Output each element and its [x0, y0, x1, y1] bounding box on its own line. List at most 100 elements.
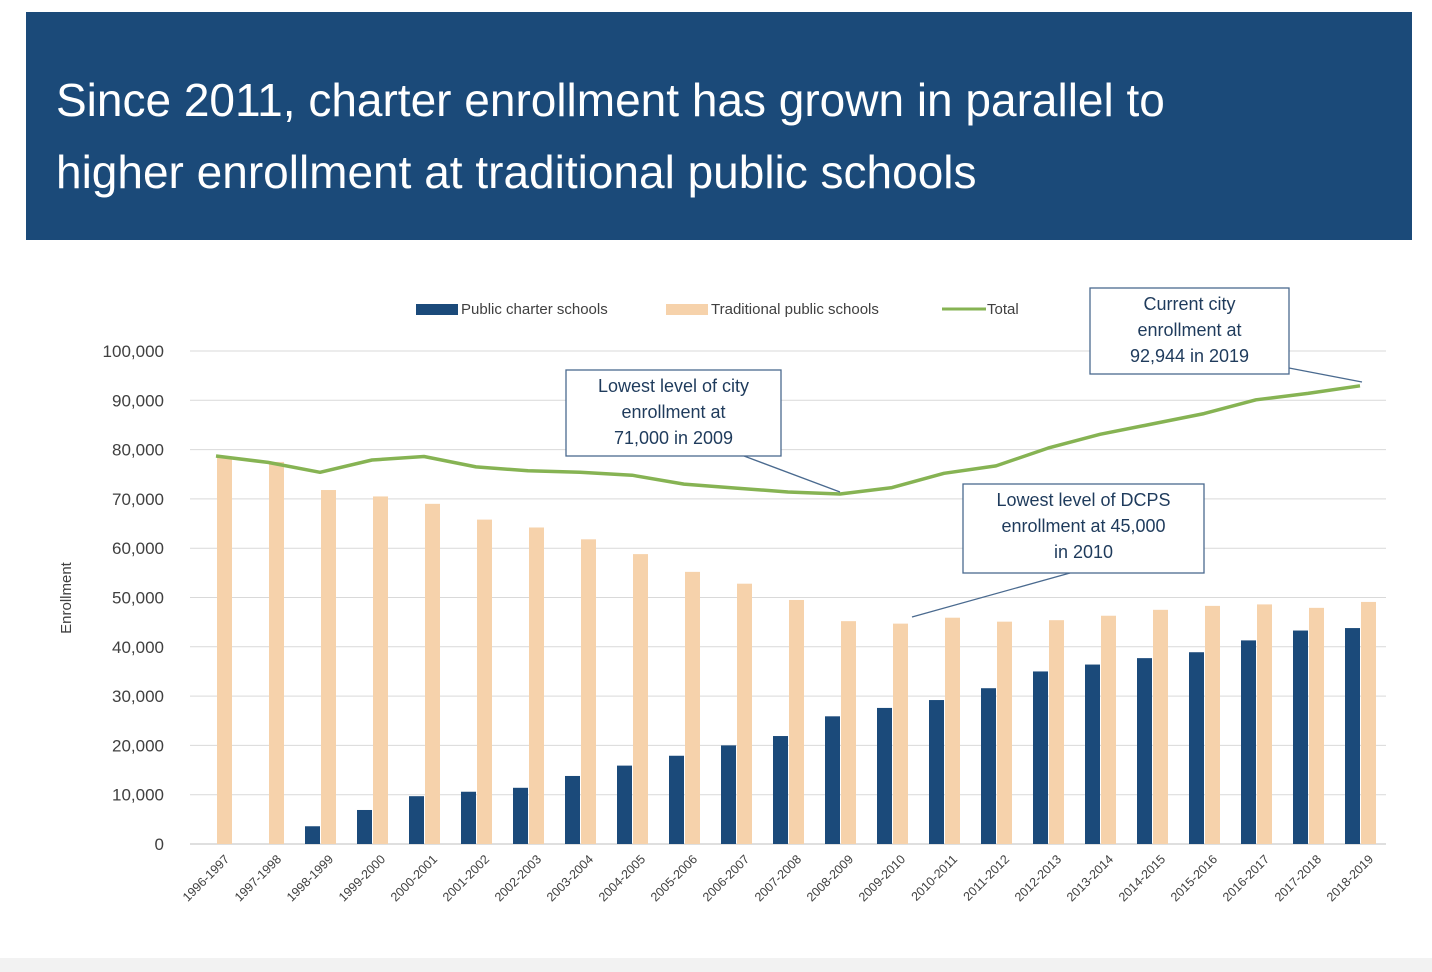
- bar-charter: [1345, 628, 1360, 844]
- x-tick-label: 1999-2000: [336, 852, 388, 904]
- x-tick-label: 2006-2007: [700, 852, 752, 904]
- x-tick-label: 2000-2001: [388, 852, 440, 904]
- bar-traditional: [633, 554, 648, 844]
- callout-text: enrollment at: [621, 402, 725, 422]
- bar-charter: [1085, 664, 1100, 844]
- title-line-2: higher enrollment at traditional public …: [56, 146, 977, 198]
- y-tick-label: 20,000: [112, 736, 164, 755]
- bar-traditional: [1101, 615, 1116, 844]
- x-tick-label: 2015-2016: [1168, 852, 1220, 904]
- page-title: Since 2011, charter enrollment has grown…: [56, 64, 1396, 208]
- y-axis-title: Enrollment: [58, 561, 75, 634]
- x-tick-label: 2016-2017: [1220, 852, 1272, 904]
- y-tick-label: 60,000: [112, 539, 164, 558]
- bar-charter: [565, 775, 580, 844]
- bar-traditional: [321, 490, 336, 844]
- callout-leader-line: [743, 455, 841, 493]
- bar-charter: [1137, 658, 1152, 844]
- x-tick-label: 2011-2012: [961, 852, 1013, 904]
- x-tick-label: 1997-1998: [232, 852, 284, 904]
- bar-charter: [1033, 671, 1048, 844]
- callout-text: 92,944 in 2019: [1130, 346, 1249, 366]
- bottom-strip: [0, 958, 1432, 972]
- bar-traditional: [945, 617, 960, 844]
- bar-traditional: [789, 599, 804, 844]
- bar-traditional: [425, 503, 440, 844]
- bar-charter: [513, 787, 528, 844]
- x-tick-label: 2012-2013: [1012, 852, 1064, 904]
- bar-charter: [305, 826, 320, 844]
- x-tick-label: 2009-2010: [856, 852, 908, 904]
- y-tick-label: 90,000: [112, 391, 164, 410]
- bar-charter: [617, 765, 632, 844]
- legend-swatch: [416, 304, 458, 315]
- bar-traditional: [269, 461, 284, 844]
- x-tick-label: 2002-2003: [492, 852, 544, 904]
- bar-traditional: [1205, 605, 1220, 844]
- bar-traditional: [1361, 601, 1376, 844]
- y-tick-label: 100,000: [103, 342, 164, 361]
- series-line-total: [215, 384, 1361, 496]
- bar-traditional: [1049, 620, 1064, 844]
- title-line-1: Since 2011, charter enrollment has grown…: [56, 74, 1165, 126]
- callout-text: enrollment at: [1137, 320, 1241, 340]
- x-tick-label: 2007-2008: [752, 852, 804, 904]
- y-tick-label: 40,000: [112, 638, 164, 657]
- bar-charter: [1241, 640, 1256, 844]
- bar-charter: [773, 736, 788, 844]
- callout-text: 71,000 in 2009: [614, 428, 733, 448]
- x-tick-label: 1998-1999: [284, 852, 336, 904]
- callout-box: [565, 369, 782, 457]
- x-tick-label: 2004-2005: [596, 852, 648, 904]
- bar-traditional: [529, 527, 544, 844]
- callout-box: [1089, 287, 1290, 375]
- bar-charter: [1293, 630, 1308, 844]
- x-tick-label: 2013-2014: [1064, 852, 1116, 904]
- legend-swatch: [666, 304, 708, 315]
- bar-traditional: [1257, 604, 1272, 844]
- title-banner: Since 2011, charter enrollment has grown…: [26, 12, 1412, 240]
- bar-traditional: [893, 623, 908, 844]
- bar-charter: [461, 791, 476, 844]
- x-tick-label: 2003-2004: [544, 852, 596, 904]
- x-tick-label: 2008-2009: [804, 852, 856, 904]
- callout-text: Current city: [1143, 294, 1235, 314]
- bar-traditional: [373, 496, 388, 844]
- bar-charter: [721, 745, 736, 844]
- x-tick-label: 2005-2006: [648, 852, 700, 904]
- x-tick-label: 2017-2018: [1272, 852, 1324, 904]
- legend-label: Traditional public schools: [711, 301, 879, 318]
- x-tick-label: 2010-2011: [909, 852, 961, 904]
- bar-charter: [877, 707, 892, 844]
- legend-label: Total: [987, 301, 1019, 318]
- bar-traditional: [997, 621, 1012, 844]
- callout-leader-line: [911, 572, 1071, 618]
- bar-charter: [981, 688, 996, 844]
- y-tick-label: 80,000: [112, 441, 164, 460]
- y-tick-label: 70,000: [112, 490, 164, 509]
- bar-traditional: [737, 583, 752, 844]
- callout-box: [962, 483, 1205, 574]
- bar-traditional: [477, 519, 492, 844]
- y-tick-label: 30,000: [112, 687, 164, 706]
- x-tick-label: 2014-2015: [1116, 852, 1168, 904]
- x-tick-label: 1996-1997: [180, 852, 232, 904]
- callout-text: Lowest level of city: [598, 376, 749, 396]
- y-tick-label: 50,000: [112, 589, 164, 608]
- bar-traditional: [1309, 607, 1324, 844]
- bar-charter: [669, 755, 684, 844]
- y-tick-label: 0: [155, 835, 164, 854]
- bar-charter: [825, 716, 840, 844]
- bar-charter: [1189, 652, 1204, 844]
- bar-traditional: [581, 539, 596, 844]
- callout-leader-line: [1288, 367, 1363, 383]
- bar-traditional: [685, 571, 700, 844]
- callout-text: in 2010: [1054, 542, 1113, 562]
- bar-charter: [929, 700, 944, 844]
- y-tick-label: 10,000: [112, 786, 164, 805]
- x-tick-label: 2001-2002: [440, 852, 492, 904]
- bar-traditional: [217, 456, 232, 844]
- callout-text: enrollment at 45,000: [1001, 516, 1165, 536]
- bar-charter: [409, 796, 424, 844]
